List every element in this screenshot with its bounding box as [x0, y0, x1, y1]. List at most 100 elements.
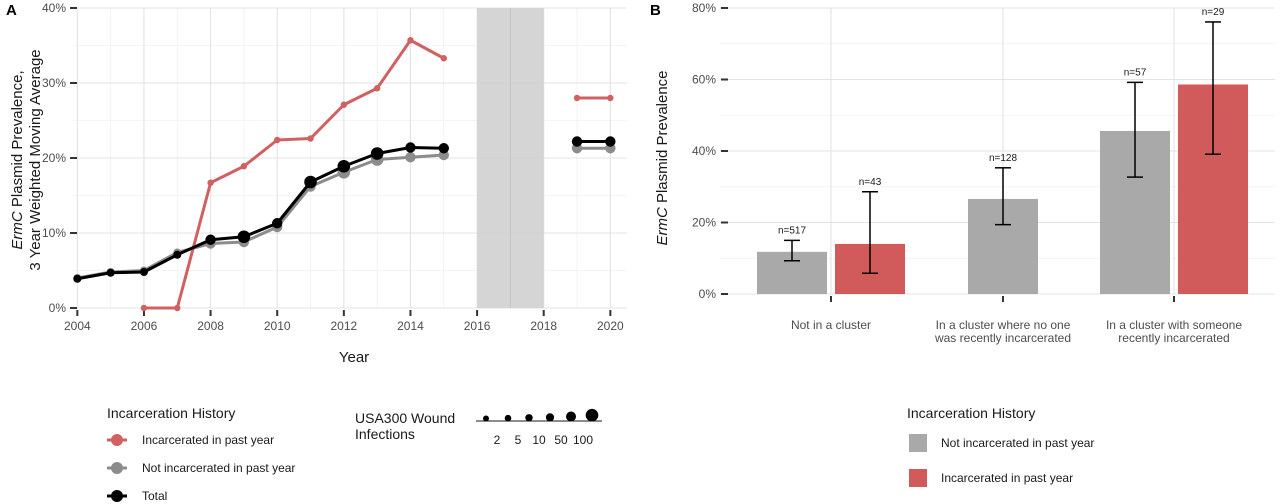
data-point — [139, 268, 148, 276]
panel-a-x-axis-title: Year — [339, 349, 369, 366]
panel-a: A 0% 10% 20% 30% 40% 2004 2006 2008 2010 2012 201… — [6, 1, 627, 503]
sample-size-label: n=29 — [1202, 7, 1225, 18]
data-point — [571, 136, 583, 147]
series-line — [143, 38, 445, 310]
data-point — [106, 268, 115, 277]
size-legend-label-50: 50 — [554, 433, 568, 447]
panel-a-legend-keys — [107, 434, 127, 502]
size-legend-title-line1: USA300 Wound — [355, 410, 455, 426]
x-tick-label: In a cluster with someone — [1106, 318, 1242, 332]
panel-b: B 0%20%40%60%80% n=517n=43n=128n=57n=29 … — [650, 1, 1275, 487]
x-tick-label: 2006 — [131, 319, 158, 333]
legend-key-point — [111, 462, 123, 474]
data-point — [370, 147, 384, 160]
x-tick-label: 2004 — [64, 319, 91, 333]
size-legend-dot — [585, 408, 599, 422]
panel-b-y-ticks: 0% 20% 40% 60% 80% — [692, 1, 728, 301]
legend-label-not-incarcerated: Not incarcerated in past year — [142, 461, 295, 475]
panel-a-y-axis-title-line2: 3 Year Weighted Moving Average — [27, 49, 44, 270]
legend-swatch-not-incarcerated — [909, 434, 927, 452]
y-axis-gene-name: ErmC — [654, 207, 671, 245]
size-legend-dot — [566, 411, 576, 422]
sample-size-label: n=128 — [989, 153, 1018, 164]
legend-label-total: Total — [142, 489, 167, 503]
panel-a-legend-size: USA300 Wound Infections 2 5 10 50 100 — [355, 408, 602, 447]
series-line — [77, 146, 444, 281]
y-tick-label: 10% — [42, 226, 66, 240]
panel-label-a: A — [6, 2, 17, 19]
data-point — [605, 136, 616, 147]
y-tick-label: 30% — [42, 76, 66, 90]
bar-group: n=517 — [757, 225, 827, 294]
y-axis-title-rest: Plasmid Prevalence — [654, 70, 671, 207]
data-point — [373, 85, 381, 92]
size-legend-label-10: 10 — [532, 433, 546, 447]
data-point — [405, 142, 416, 153]
size-legend-title-line2: Infections — [355, 426, 415, 442]
panel-label-b: B — [650, 2, 661, 19]
data-point — [405, 152, 416, 163]
legend-label-incarcerated: Incarcerated in past year — [142, 433, 274, 447]
legend-label-not-incarcerated: Not incarcerated in past year — [941, 436, 1094, 450]
data-point — [73, 274, 82, 283]
x-tick-label: was recently incarcerated — [934, 331, 1071, 345]
data-point — [237, 230, 251, 244]
y-tick-label: 0% — [49, 301, 67, 315]
data-point — [272, 218, 283, 229]
data-point — [440, 55, 447, 62]
y-tick-label: 0% — [699, 287, 717, 301]
x-tick-label: 2014 — [397, 319, 424, 333]
x-tick-label: 2012 — [330, 319, 357, 333]
y-tick-label: 20% — [42, 151, 66, 165]
x-tick-label: 2016 — [464, 319, 491, 333]
data-point — [307, 135, 314, 142]
data-point — [304, 175, 317, 189]
panel-a-series — [73, 37, 616, 312]
x-tick-label: In a cluster where no one — [936, 318, 1071, 332]
panel-b-bars: n=517 n=43 n=128 n=57 n=29 — [757, 7, 1248, 294]
series-total — [73, 136, 616, 283]
data-point — [607, 94, 614, 102]
y-tick-label: 20% — [692, 216, 716, 230]
y-tick-label: 40% — [692, 144, 716, 158]
bar-group: n=57 — [1100, 67, 1170, 294]
bar-group: n=128 — [968, 153, 1038, 294]
size-legend-label-100: 100 — [573, 433, 593, 447]
data-point — [573, 94, 581, 102]
size-legend-keys — [483, 408, 599, 422]
data-point — [173, 250, 182, 259]
size-legend-dot — [525, 414, 533, 422]
panel-b-x-ticks: Not in a cluster In a cluster where no on… — [791, 296, 1242, 345]
data-point — [274, 136, 281, 144]
data-point — [174, 304, 181, 312]
x-tick-label: 2008 — [197, 319, 224, 333]
data-point — [240, 163, 248, 170]
y-axis-gene-name: ErmC — [9, 211, 26, 249]
data-point — [407, 37, 414, 44]
series-incarcerated-in-past-year — [140, 37, 614, 312]
bar-group: n=43 — [835, 177, 905, 294]
panel-b-legend-title: Incarceration History — [907, 405, 1035, 421]
y-tick-label: 80% — [692, 1, 716, 15]
data-point — [340, 101, 348, 108]
series-line — [77, 153, 444, 280]
data-point — [438, 143, 449, 154]
bar-group: n=29 — [1178, 7, 1248, 294]
legend-key-point — [111, 434, 123, 446]
x-tick-label: 2020 — [597, 319, 624, 333]
size-legend-dot — [504, 414, 512, 422]
size-legend-dot — [545, 413, 555, 422]
data-point — [337, 159, 351, 173]
legend-key-point — [111, 490, 123, 502]
panel-b-y-axis-title: ErmC Plasmid Prevalence — [654, 70, 671, 245]
size-legend-dot — [483, 415, 489, 422]
sample-size-label: n=517 — [778, 225, 807, 236]
y-tick-label: 40% — [42, 1, 66, 15]
data-point — [140, 304, 148, 312]
panel-a-legend-title: Incarceration History — [107, 405, 235, 421]
legend-swatch-incarcerated — [909, 469, 927, 487]
sample-size-label: n=43 — [859, 177, 882, 188]
size-legend-label-5: 5 — [515, 433, 522, 447]
x-tick-label: recently incarcerated — [1118, 331, 1229, 345]
